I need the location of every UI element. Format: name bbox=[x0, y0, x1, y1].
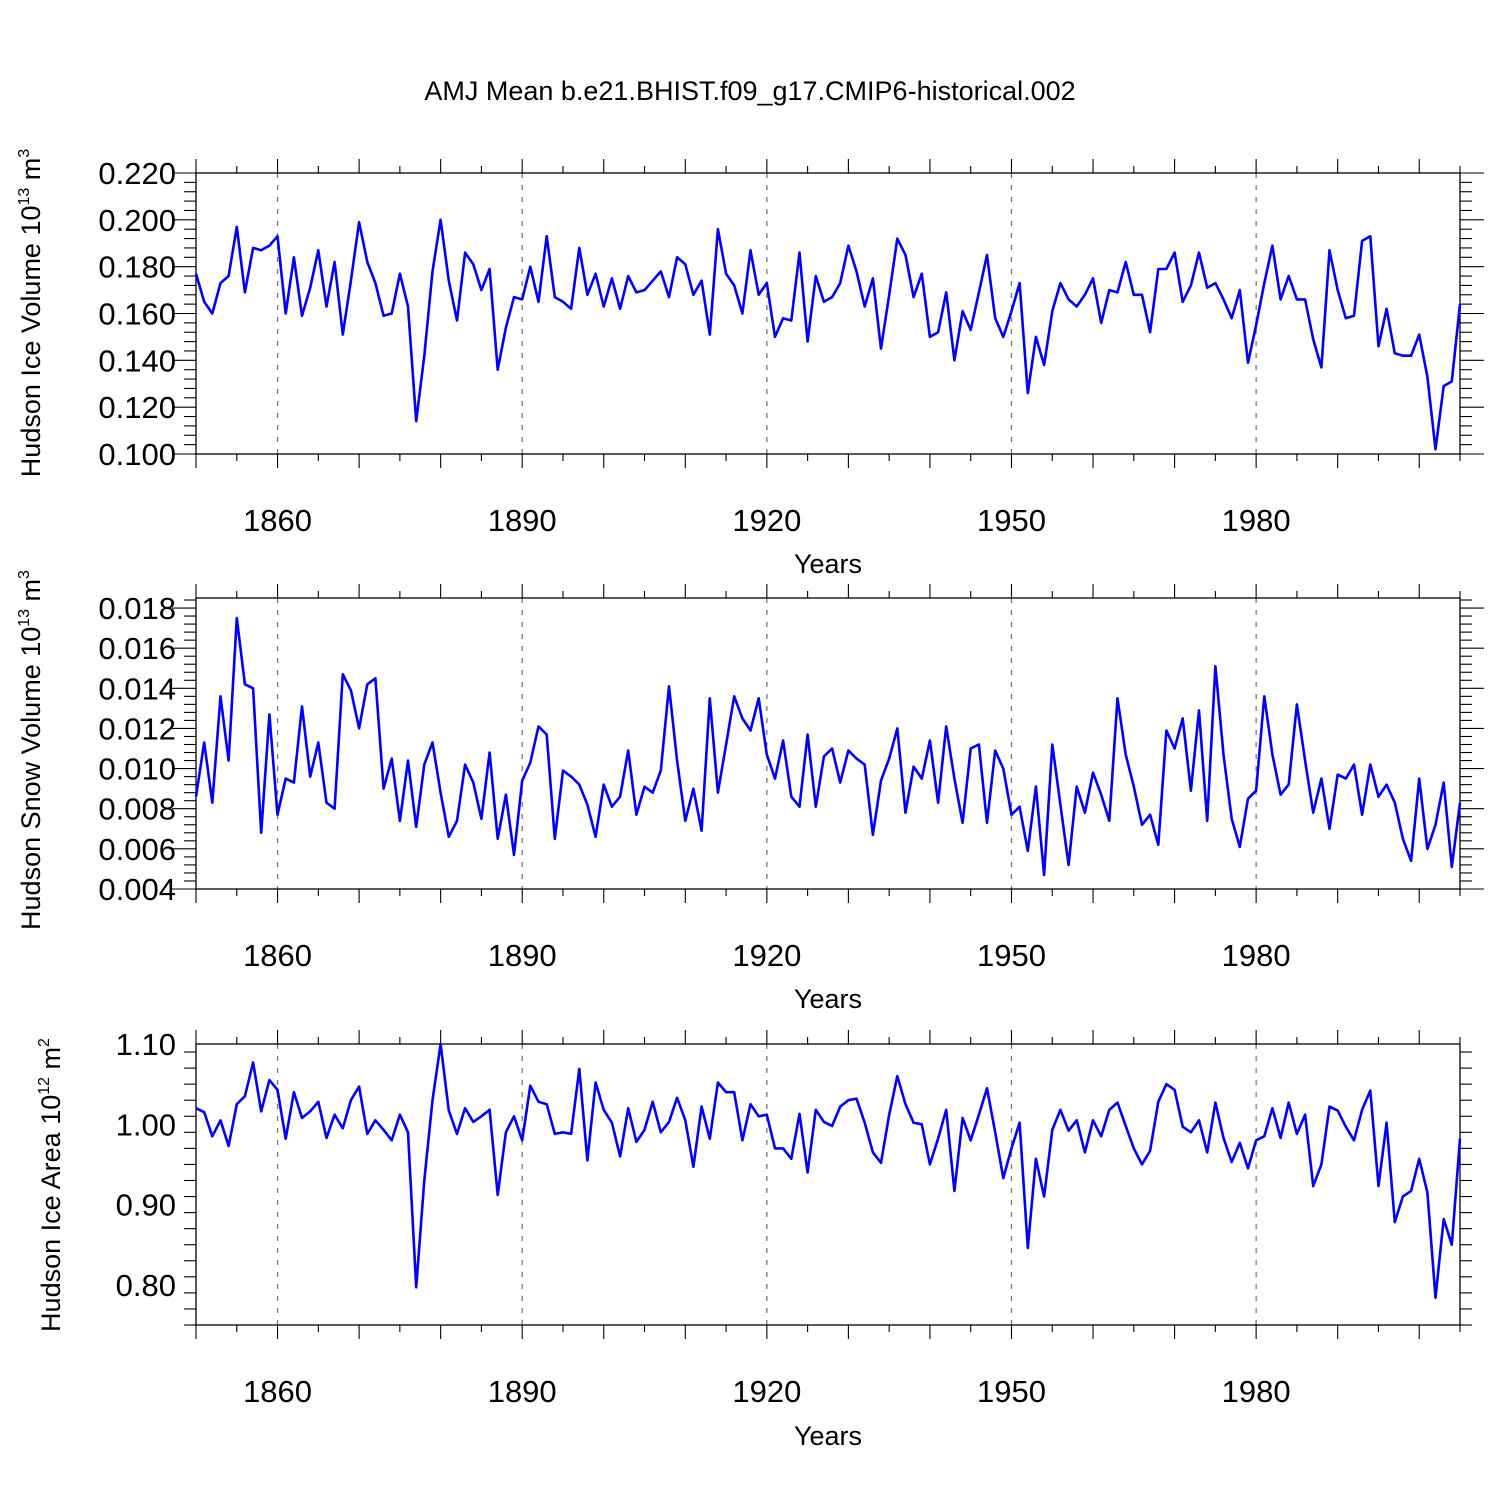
plot-frame bbox=[195, 172, 1461, 455]
y-tick-label: 0.008 bbox=[98, 792, 176, 827]
x-tick-label: 1860 bbox=[243, 1374, 312, 1409]
y-axis-label: Hudson Snow Volume 1013 m3 bbox=[16, 570, 46, 930]
x-tick-label: 1950 bbox=[977, 503, 1046, 538]
x-axis-label: Years bbox=[794, 1421, 862, 1451]
x-tick-label: 1860 bbox=[243, 503, 312, 538]
y-tick-label: 0.016 bbox=[98, 631, 176, 666]
x-tick-label: 1890 bbox=[488, 938, 557, 973]
x-tick-label: 1890 bbox=[488, 1374, 557, 1409]
x-tick-label: 1950 bbox=[977, 938, 1046, 973]
y-tick-label: 0.018 bbox=[98, 591, 176, 626]
x-tick-label: 1950 bbox=[977, 1374, 1046, 1409]
y-tick-label: 0.90 bbox=[116, 1188, 176, 1223]
series-line-ice-area bbox=[195, 1042, 1462, 1299]
panel-ice-volume: 0.220 0.200 0.180 0.160 0.140 0.120 0.100 1860 1… bbox=[16, 149, 1484, 579]
x-tick-label: 1920 bbox=[732, 938, 801, 973]
plot-frame bbox=[195, 597, 1461, 890]
x-axis-label: Years bbox=[794, 549, 862, 579]
y-tick-label: 0.120 bbox=[98, 390, 176, 425]
x-tick-label: 1980 bbox=[1222, 1374, 1291, 1409]
y-tick-label: 0.006 bbox=[98, 832, 176, 867]
y-tick-label: 0.160 bbox=[98, 297, 176, 332]
x-tick-label: 1980 bbox=[1222, 503, 1291, 538]
y-tick-label: 0.014 bbox=[98, 671, 176, 706]
y-tick-label: 0.140 bbox=[98, 343, 176, 378]
y-axis-label: Hudson Ice Area 1012 m2 bbox=[36, 1038, 66, 1332]
x-tick-label: 1860 bbox=[243, 938, 312, 973]
chart-title: AMJ Mean b.e21.BHIST.f09_g17.CMIP6-histo… bbox=[424, 76, 1075, 106]
plot-frame bbox=[195, 1043, 1461, 1326]
x-tick-label: 1980 bbox=[1222, 938, 1291, 973]
y-tick-label: 0.012 bbox=[98, 711, 176, 746]
series-line-ice-volume bbox=[194, 218, 1462, 451]
y-tick-label: 1.00 bbox=[116, 1107, 176, 1142]
panel-snow-volume: 0.018 0.016 0.014 0.012 0.010 0.008 0.006 0.004… bbox=[16, 570, 1484, 1014]
panel-ice-area: 1.10 1.00 0.90 0.80 1860 1890 1920 1950 1980 Year… bbox=[36, 1027, 1472, 1451]
y-tick-label: 0.80 bbox=[116, 1268, 176, 1303]
y-tick-label: 0.200 bbox=[98, 203, 176, 238]
y-tick-label: 0.004 bbox=[98, 872, 176, 907]
x-tick-label: 1920 bbox=[732, 503, 801, 538]
x-tick-label: 1920 bbox=[732, 1374, 801, 1409]
y-tick-label: 0.100 bbox=[98, 437, 176, 472]
series-line-snow-volume bbox=[194, 616, 1462, 877]
y-tick-label: 1.10 bbox=[116, 1027, 176, 1062]
x-axis-label: Years bbox=[794, 984, 862, 1014]
y-tick-label: 0.220 bbox=[98, 156, 176, 191]
x-tick-label: 1890 bbox=[488, 503, 557, 538]
y-axis-label: Hudson Ice Volume 1013 m3 bbox=[16, 149, 46, 477]
y-tick-label: 0.180 bbox=[98, 250, 176, 285]
y-tick-label: 0.010 bbox=[98, 752, 176, 787]
